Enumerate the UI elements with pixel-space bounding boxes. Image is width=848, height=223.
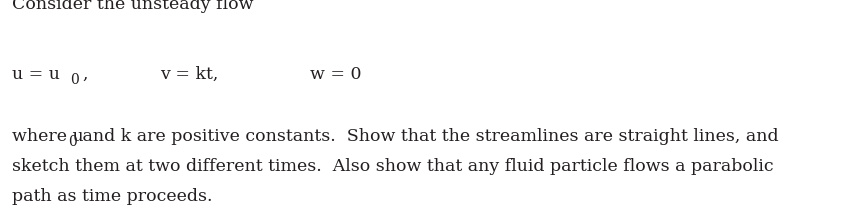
Text: ,: ,	[82, 66, 87, 83]
Text: v = kt,: v = kt,	[160, 66, 219, 83]
Text: w = 0: w = 0	[310, 66, 361, 83]
Text: 0: 0	[70, 73, 79, 87]
Text: 0: 0	[68, 135, 77, 149]
Text: u = u: u = u	[12, 66, 60, 83]
Text: path as time proceeds.: path as time proceeds.	[12, 188, 213, 205]
Text: Consider the unsteady flow: Consider the unsteady flow	[12, 0, 254, 13]
Text: sketch them at two different times.  Also show that any fluid particle flows a p: sketch them at two different times. Also…	[12, 158, 773, 175]
Text: and k are positive constants.  Show that the streamlines are straight lines, and: and k are positive constants. Show that …	[77, 128, 778, 145]
Text: where u: where u	[12, 128, 84, 145]
